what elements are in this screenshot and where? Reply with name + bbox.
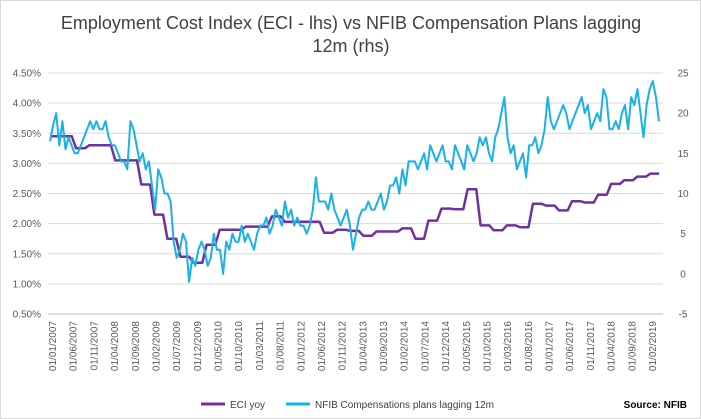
chart-title-line-2: 12m (rhs) [312,36,389,56]
x-tick-label: 01/02/2019 [648,321,659,371]
eci-series-line [50,135,659,265]
x-tick-label: 01/07/2009 [172,321,183,371]
x-tick-label: 01/08/2011 [276,321,287,371]
x-tick-label: 01/03/2016 [503,321,514,371]
x-tick-label: 01/11/2007 [89,321,100,371]
x-tick-label: 01/12/2014 [441,321,452,371]
x-tick-label: 01/01/2012 [296,321,307,371]
chart-title-line-1: Employment Cost Index (ECI - lhs) vs NFI… [61,13,641,33]
right-tick-label: -5 [679,310,688,321]
gridlines [48,72,663,315]
right-tick-label: 20 [677,109,689,120]
legend-label-eci: ECI yoy [230,400,265,411]
x-tick-label: 01/01/2017 [545,321,556,371]
x-tick-label: 01/08/2016 [524,321,535,371]
x-tick-label: 01/10/2010 [234,321,245,371]
x-tick-label: 01/10/2015 [482,321,493,371]
left-axis-ticks: 0.50% 1.00% 1.50% 2.00% 2.50% 3.00% 3.50% 4.00%… [13,69,41,321]
x-tick-label: 01/06/2007 [69,321,80,371]
left-tick-label: 4.50% [13,69,41,80]
source-note: Source: NFIB [624,400,687,411]
left-tick-label: 0.50% [13,310,41,321]
right-tick-label: 0 [680,269,686,280]
right-tick-label: 10 [677,189,689,200]
x-tick-label: 01/09/2013 [379,321,390,371]
left-tick-label: 4.00% [13,99,41,110]
left-tick-label: 2.50% [13,189,41,200]
x-tick-label: 01/06/2012 [317,321,328,371]
x-tick-label: 01/09/2018 [627,321,638,371]
legend-label-nfib: NFIB Compensations plans lagging 12m [315,400,494,411]
left-tick-label: 3.00% [13,159,41,170]
x-tick-label: 01/04/2013 [358,321,369,371]
x-tick-label: 01/04/2008 [110,321,121,371]
x-axis: 01/01/2007 01/06/2007 01/11/2007 01/04/2008… [48,313,663,371]
x-tick-label: 01/03/2011 [255,321,266,371]
right-axis-ticks: -5 0 5 10 15 20 25 [677,69,689,321]
x-tick-label: 01/05/2010 [214,321,225,371]
x-tick-label: 01/07/2014 [420,321,431,371]
left-tick-label: 2.00% [13,219,41,230]
x-tick-label: 01/04/2018 [607,321,618,371]
left-tick-label: 1.50% [13,249,41,260]
x-tick-label: 01/11/2017 [586,321,597,371]
left-tick-label: 1.00% [13,279,41,290]
right-tick-label: 25 [677,69,689,80]
x-tick-label: 01/11/2012 [338,321,349,371]
x-tick-label: 01/02/2014 [400,321,411,371]
x-tick-label: 01/09/2008 [131,321,142,371]
series-layer [49,80,660,283]
x-tick-label: 01/06/2017 [565,321,576,371]
right-tick-label: 15 [677,149,689,160]
legend: ECI yoy NFIB Compensations plans lagging… [201,400,494,411]
right-tick-label: 5 [680,229,686,240]
nfib-series-line [49,80,660,283]
x-tick-label: 01/02/2009 [151,321,162,371]
x-tick-label: 01/12/2009 [193,321,204,371]
x-tick-label: 01/05/2015 [462,321,473,371]
x-tick-label: 01/01/2007 [48,321,59,371]
left-tick-label: 3.50% [13,129,41,140]
